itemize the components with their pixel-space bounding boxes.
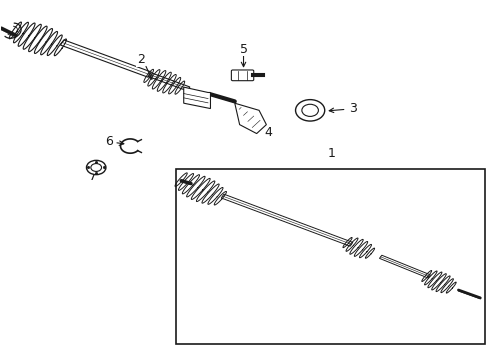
Text: 1: 1 bbox=[327, 147, 335, 160]
Bar bbox=[176, 169, 484, 344]
Text: 5: 5 bbox=[239, 43, 247, 56]
Polygon shape bbox=[148, 73, 189, 91]
FancyBboxPatch shape bbox=[231, 70, 253, 81]
Polygon shape bbox=[221, 194, 352, 246]
Circle shape bbox=[295, 100, 324, 121]
Text: 7: 7 bbox=[89, 170, 97, 183]
Circle shape bbox=[86, 160, 106, 175]
Text: 6: 6 bbox=[105, 135, 113, 148]
Polygon shape bbox=[379, 255, 429, 278]
Text: 4: 4 bbox=[264, 126, 271, 139]
Text: 2: 2 bbox=[137, 54, 144, 67]
Polygon shape bbox=[61, 40, 151, 77]
Circle shape bbox=[301, 104, 318, 116]
Text: 3: 3 bbox=[349, 102, 357, 115]
Polygon shape bbox=[183, 87, 210, 109]
Polygon shape bbox=[234, 103, 266, 134]
